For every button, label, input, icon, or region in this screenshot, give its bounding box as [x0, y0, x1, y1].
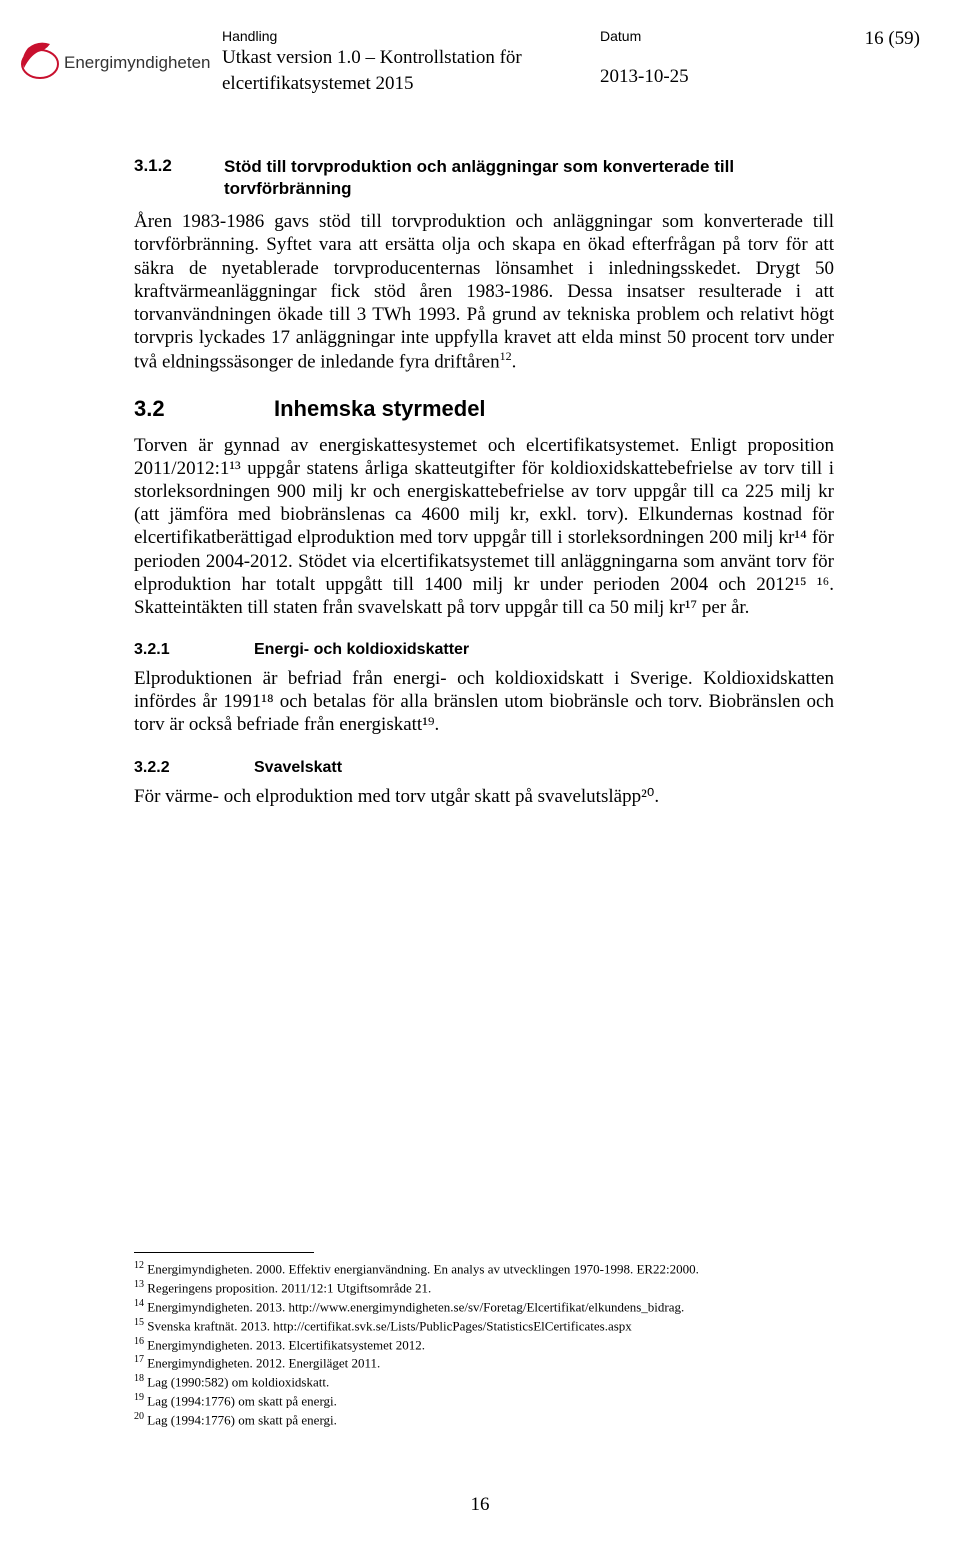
heading-3-2-2: 3.2.2 Svavelskatt	[134, 759, 834, 777]
datum-label: Datum	[600, 28, 689, 44]
heading-3-2-1: 3.2.1 Energi- och koldioxidskatter	[134, 641, 834, 659]
section-num: 3.2.1	[134, 641, 254, 659]
para-text: Åren 1983-1986 gavs stöd till torvproduk…	[134, 211, 834, 372]
logo-text: Energimyndigheten	[64, 53, 210, 72]
footnote-ref-12: 12	[500, 349, 512, 363]
footnote-13: 13 Regeringens proposition. 2011/12:1 Ut…	[134, 1278, 834, 1297]
heading-3-1-2: 3.1.2 Stöd till torvproduktion och anläg…	[134, 156, 834, 200]
footnote-19: 19 Lag (1994:1776) om skatt på energi.	[134, 1391, 834, 1410]
para-3-1-2: Åren 1983-1986 gavs stöd till torvproduk…	[134, 210, 834, 374]
footnote-text: Svenska kraftnät. 2013. http://certifika…	[147, 1318, 632, 1333]
logo: Energimyndigheten	[18, 38, 218, 89]
footnote-rule	[134, 1252, 314, 1253]
section-title: Energi- och koldioxidskatter	[254, 641, 469, 659]
section-num: 3.2.2	[134, 759, 254, 777]
footnotes-block: 12 Energimyndigheten. 2000. Effektiv ene…	[134, 1252, 834, 1429]
doc-date: 2013-10-25	[600, 66, 689, 88]
page-footer-number: 16	[0, 1494, 960, 1516]
section-title: Inhemska styrmedel	[274, 396, 486, 422]
para-3-2-2: För värme- och elproduktion med torv utg…	[134, 785, 834, 808]
footnote-text: Energimyndigheten. 2000. Effektiv energi…	[147, 1261, 699, 1276]
handling-label: Handling	[222, 28, 522, 44]
footnote-text: Energimyndigheten. 2013. Elcertifikatsys…	[147, 1337, 425, 1352]
para-3-2: Torven är gynnad av energiskattesystemet…	[134, 434, 834, 619]
para-3-2-1: Elproduktionen är befriad från energi- o…	[134, 667, 834, 737]
heading-3-2: 3.2 Inhemska styrmedel	[134, 396, 834, 422]
footnote-text: Energimyndigheten. 2013. http://www.ener…	[147, 1299, 684, 1314]
doc-title-line2: elcertifikatsystemet 2015	[222, 72, 522, 96]
footnote-text: Energimyndigheten. 2012. Energiläget 201…	[147, 1356, 380, 1371]
section-num: 3.2	[134, 396, 274, 422]
page-number: 16 (59)	[865, 28, 920, 50]
footnote-text: Regeringens proposition. 2011/12:1 Utgif…	[147, 1280, 431, 1295]
footnote-17: 17 Energimyndigheten. 2012. Energiläget …	[134, 1353, 834, 1372]
doc-title-line1: Utkast version 1.0 – Kontrollstation för	[222, 46, 522, 70]
footnote-text: Lag (1994:1776) om skatt på energi.	[147, 1412, 337, 1427]
footnote-14: 14 Energimyndigheten. 2013. http://www.e…	[134, 1297, 834, 1316]
section-title: Svavelskatt	[254, 759, 342, 777]
logo-svg: Energimyndigheten	[18, 38, 218, 84]
footnote-15: 15 Svenska kraftnät. 2013. http://certif…	[134, 1316, 834, 1335]
footnote-text: Lag (1990:582) om koldioxidskatt.	[147, 1375, 329, 1390]
section-title: Stöd till torvproduktion och anläggninga…	[224, 156, 834, 200]
footnote-text: Lag (1994:1776) om skatt på energi.	[147, 1393, 337, 1408]
footnote-20: 20 Lag (1994:1776) om skatt på energi.	[134, 1410, 834, 1429]
header-left-text: Handling Utkast version 1.0 – Kontrollst…	[222, 28, 522, 96]
footnote-16: 16 Energimyndigheten. 2013. Elcertifikat…	[134, 1335, 834, 1354]
footnote-12: 12 Energimyndigheten. 2000. Effektiv ene…	[134, 1259, 834, 1278]
page-content: 3.1.2 Stöd till torvproduktion och anläg…	[134, 156, 834, 830]
header-right-text: Datum 2013-10-25	[600, 28, 689, 88]
footnote-18: 18 Lag (1990:582) om koldioxidskatt.	[134, 1372, 834, 1391]
section-num: 3.1.2	[134, 156, 224, 200]
